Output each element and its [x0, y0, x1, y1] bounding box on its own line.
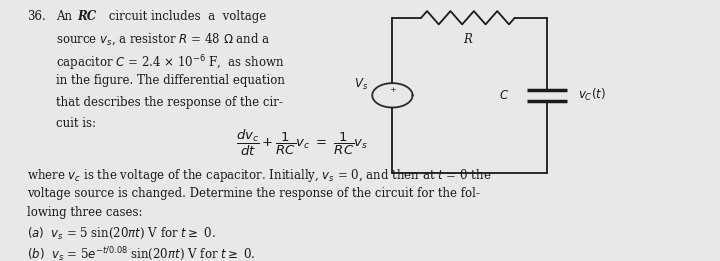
Text: source $v_s$, a resistor $R$ = 48 $\Omega$ and a: source $v_s$, a resistor $R$ = 48 $\Omeg… — [56, 32, 271, 47]
Text: in the figure. The differential equation: in the figure. The differential equation — [56, 74, 285, 87]
Text: capacitor $C$ = 2.4 $\times$ 10$^{-6}$ F,  as shown: capacitor $C$ = 2.4 $\times$ 10$^{-6}$ F… — [56, 53, 284, 73]
Text: 36.: 36. — [27, 10, 46, 23]
Text: circuit includes  a  voltage: circuit includes a voltage — [105, 10, 266, 23]
Text: $(b)$  $v_s$ = 5$e^{-t/0.08}$ sin(20$\pi t$) V for $t\geq$ 0.: $(b)$ $v_s$ = 5$e^{-t/0.08}$ sin(20$\pi … — [27, 245, 256, 261]
Text: $(a)$  $v_s$ = 5 sin(20$\pi t$) V for $t\geq$ 0.: $(a)$ $v_s$ = 5 sin(20$\pi t$) V for $t\… — [27, 226, 216, 241]
Text: voltage source is changed. Determine the response of the circuit for the fol-: voltage source is changed. Determine the… — [27, 187, 480, 200]
Text: An: An — [56, 10, 76, 23]
Text: lowing three cases:: lowing three cases: — [27, 206, 143, 220]
Text: that describes the response of the cir-: that describes the response of the cir- — [56, 96, 283, 109]
Text: +: + — [389, 86, 396, 94]
Text: $C$: $C$ — [499, 89, 509, 102]
Text: $V_s$: $V_s$ — [354, 77, 369, 92]
Text: RC: RC — [78, 10, 97, 23]
Text: where $v_c$ is the voltage of the capacitor. Initially, $v_s$ = 0, and then at $: where $v_c$ is the voltage of the capaci… — [27, 167, 492, 184]
Text: $v_C(t)$: $v_C(t)$ — [578, 87, 606, 103]
Text: $\dfrac{dv_c}{dt} + \dfrac{1}{RC}v_c \ = \ \dfrac{1}{RC}v_s$: $\dfrac{dv_c}{dt} + \dfrac{1}{RC}v_c \ =… — [236, 128, 369, 158]
Text: cuit is:: cuit is: — [56, 117, 96, 130]
Text: R: R — [464, 33, 472, 46]
